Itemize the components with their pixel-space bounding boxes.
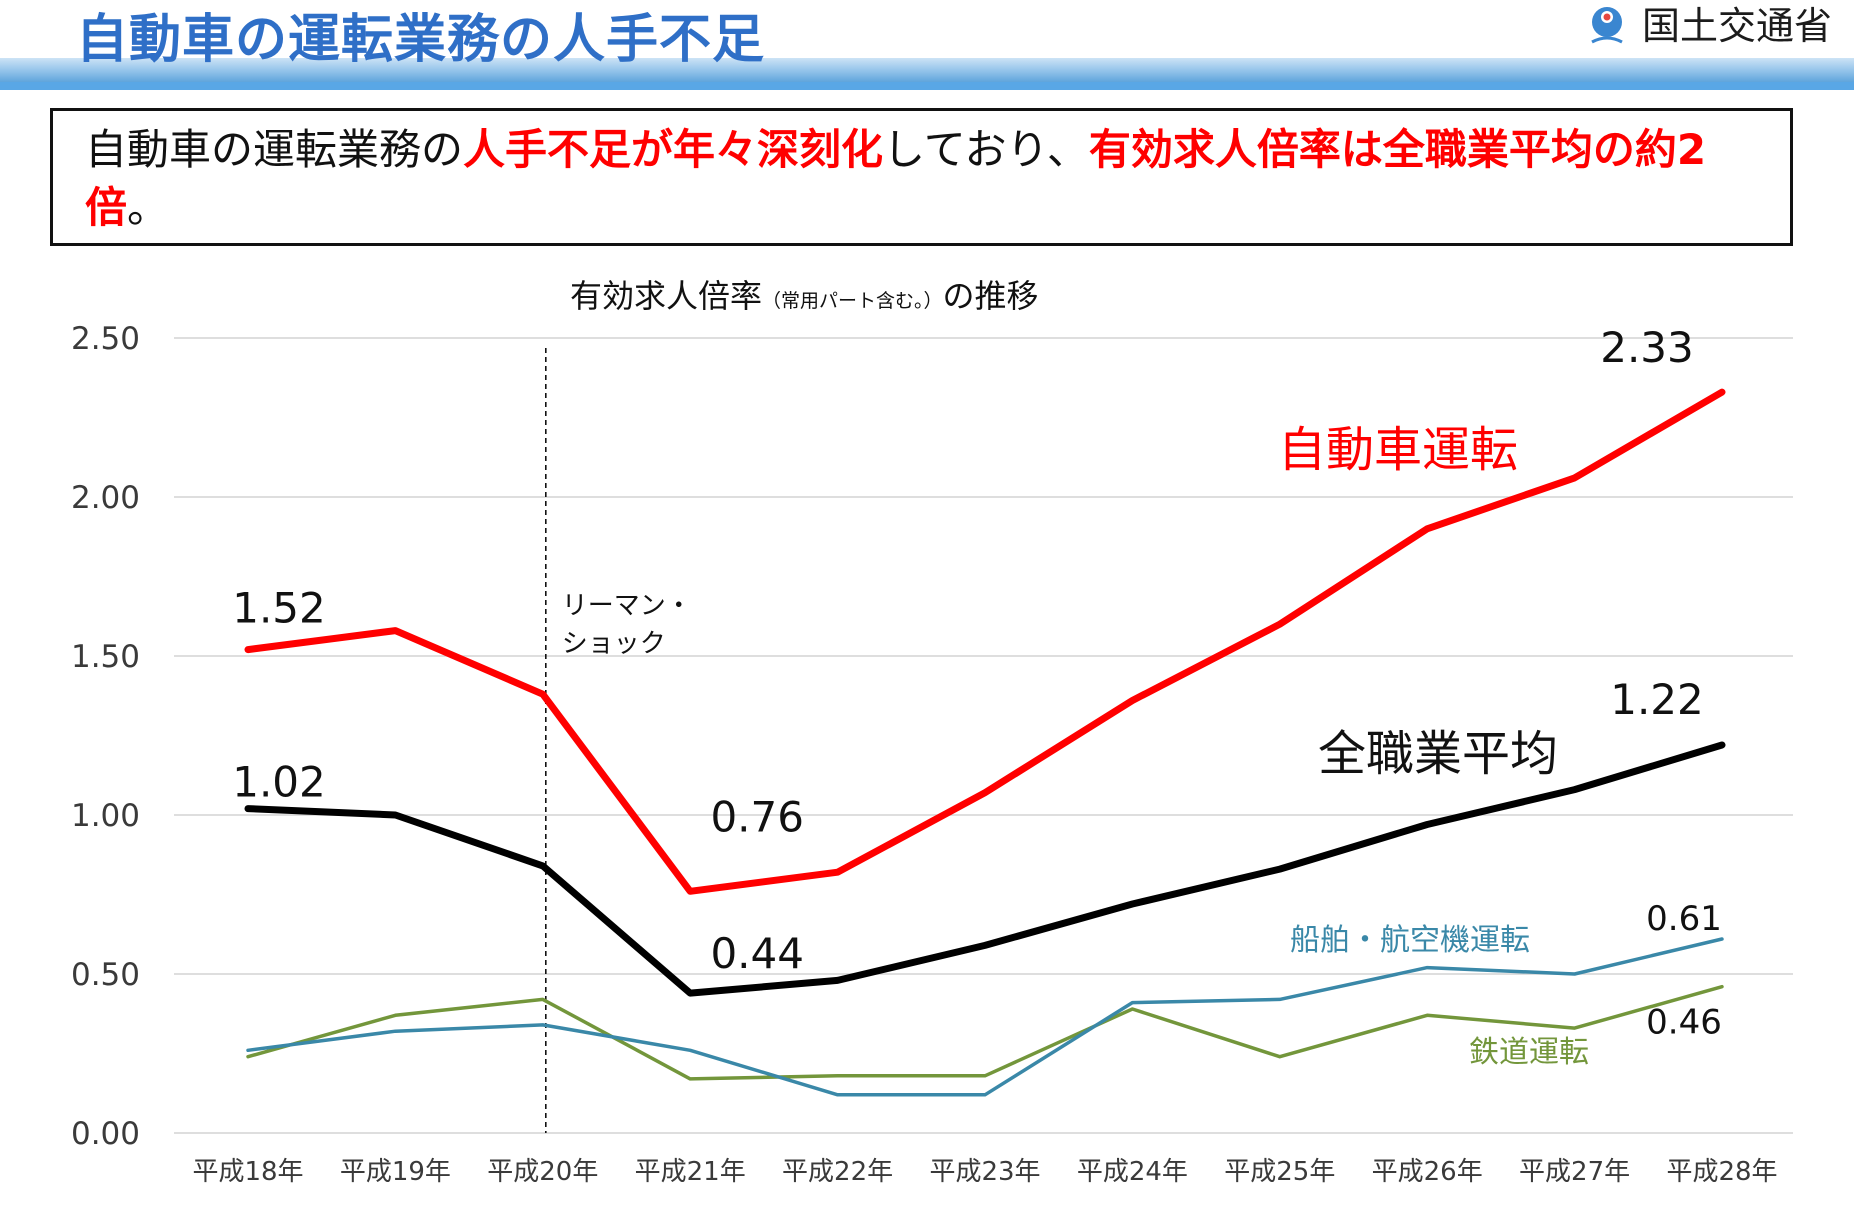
y-tick-label: 1.00 — [71, 798, 140, 834]
series-line-all — [244, 741, 1726, 997]
page-title: 自動車の運転業務の人手不足 — [76, 10, 766, 70]
ministry-name: 国土交通省 — [1641, 4, 1832, 48]
data-label-auto-min: 0.76 — [710, 792, 804, 841]
series-name-ship: 船舶・航空機運転 — [1290, 923, 1530, 958]
x-tick-label: 平成18年 — [192, 1157, 303, 1187]
summary-highlight-2: 有効求人倍率は全職業平均の約2倍 — [85, 125, 1707, 232]
y-tick-label: 2.50 — [71, 321, 140, 357]
series-line-rail — [246, 984, 1724, 1081]
y-tick-label: 0.00 — [71, 1116, 140, 1152]
x-tick-label: 平成23年 — [929, 1157, 1040, 1187]
y-tick-label: 2.00 — [71, 480, 140, 516]
series-line-auto — [244, 388, 1726, 895]
x-tick-label: 平成21年 — [635, 1157, 746, 1187]
header-bar: 自動車の運転業務の人手不足 国土交通省 — [0, 0, 1854, 90]
summary-text-3: 。 — [127, 183, 170, 232]
y-tick-label: 0.50 — [71, 957, 140, 993]
x-tick-label: 平成22年 — [782, 1157, 893, 1187]
y-tick-label: 1.50 — [71, 639, 140, 675]
series-name-auto: 自動車運転 — [1278, 422, 1518, 478]
chart-title-main: 有効求人倍率 — [570, 277, 763, 315]
series-layer — [244, 388, 1726, 1097]
chart-title-suffix: の推移 — [942, 277, 1039, 315]
x-tick-label: 平成27年 — [1519, 1157, 1630, 1187]
ministry-logo: 国土交通省 — [1584, 4, 1832, 48]
data-label-auto-end: 2.33 — [1600, 323, 1694, 372]
header-stripe — [0, 82, 1854, 90]
summary-text-2: しており、 — [883, 125, 1089, 174]
annotation-layer: リーマン・ ショック — [544, 348, 692, 1133]
chart-title: 有効求人倍率（常用パート含む。）の推移 — [570, 276, 1039, 321]
series-name-rail: 鉄道運転 — [1469, 1035, 1589, 1070]
data-label-rail-end: 0.46 — [1646, 1003, 1722, 1043]
mlit-logo-icon — [1591, 7, 1623, 44]
x-tick-label: 平成28年 — [1666, 1157, 1777, 1187]
x-tick-label: 平成25年 — [1224, 1157, 1335, 1187]
data-label-ship-end: 0.61 — [1646, 899, 1722, 939]
x-tick-label: 平成24年 — [1077, 1157, 1188, 1187]
x-tick-label: 平成26年 — [1372, 1157, 1483, 1187]
data-label-all-start: 1.02 — [232, 758, 326, 807]
data-label-all-end: 1.22 — [1610, 675, 1704, 724]
series-name-all: 全職業平均 — [1318, 726, 1558, 782]
summary-box: 自動車の運転業務の人手不足が年々深刻化しており、有効求人倍率は全職業平均の約2倍… — [50, 108, 1793, 246]
x-axis-ticks: 平成18年 平成19年 平成20年 平成21年 平成22年 平成23年 平成24年 平成25年… — [192, 1157, 1777, 1187]
data-labels: 1.52 0.76 2.33 1.02 0.44 1.22 0.61 0.46 … — [232, 323, 1722, 1070]
lehman-shock-label-line1: リーマン・ — [562, 591, 692, 621]
grid-lines — [174, 337, 1793, 1134]
series-line-ship — [246, 937, 1724, 1097]
lehman-shock-label-line2: ショック — [562, 629, 666, 659]
summary-highlight-1: 人手不足が年々深刻化 — [463, 125, 884, 174]
y-axis-ticks: 0.00 0.50 1.00 1.50 2.00 2.50 — [71, 321, 140, 1152]
data-label-auto-start: 1.52 — [232, 584, 326, 633]
summary-text-1: 自動車の運転業務の — [85, 125, 464, 174]
data-label-all-min: 0.44 — [710, 929, 804, 978]
x-tick-label: 平成20年 — [487, 1157, 598, 1187]
chart-title-note: （常用パート含む。） — [762, 290, 943, 312]
x-tick-label: 平成19年 — [340, 1157, 451, 1187]
